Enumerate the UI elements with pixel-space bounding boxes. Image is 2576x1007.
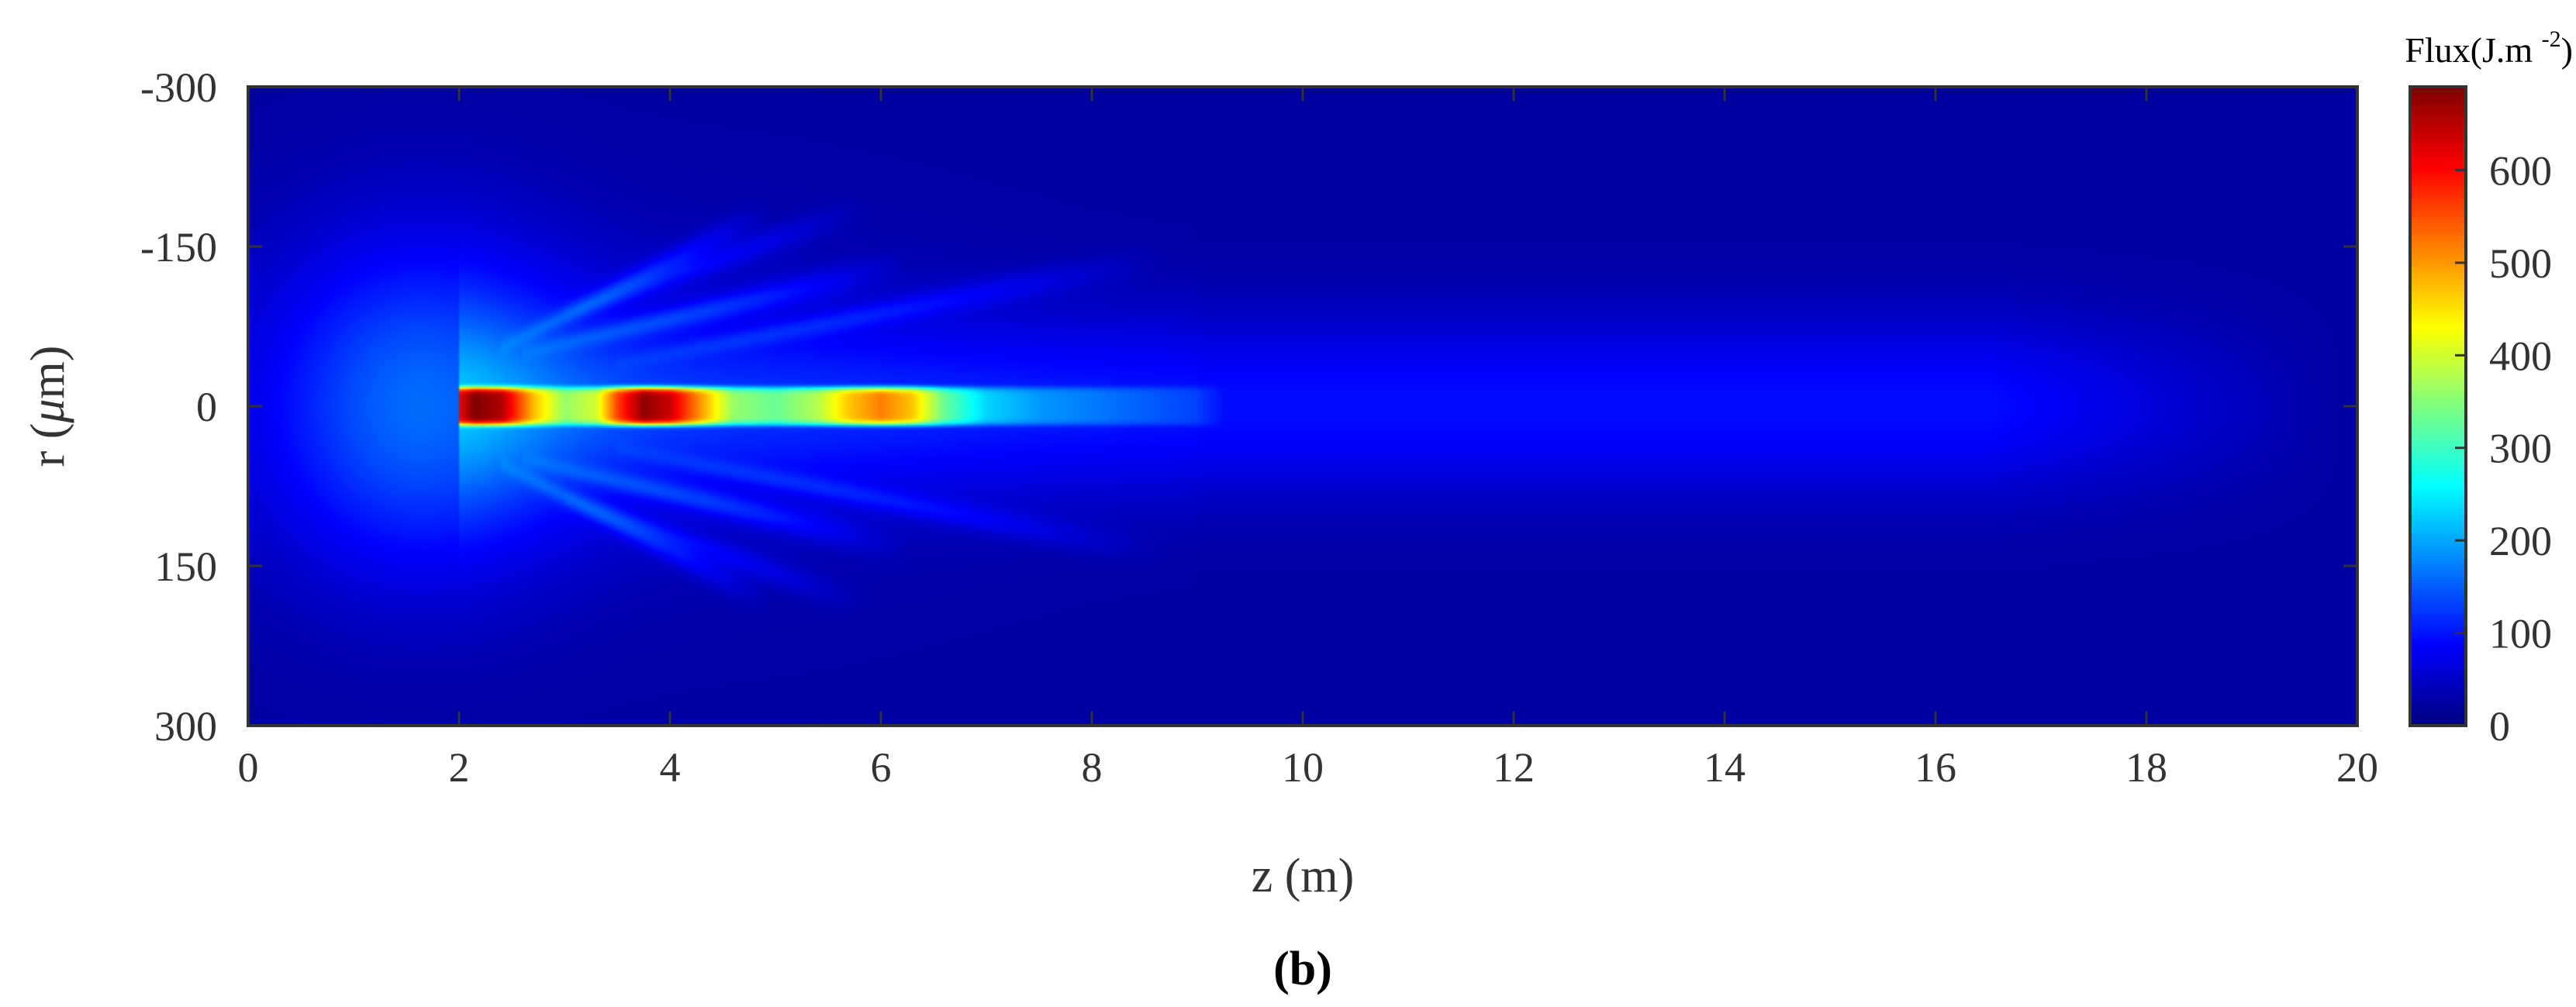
- colorbar-tick-label: 100: [2489, 611, 2552, 657]
- x-tick-label: 16: [1915, 744, 1956, 791]
- colorbar-title: Flux(J.m -2): [2405, 26, 2573, 70]
- panel-label: (b): [1273, 943, 1332, 995]
- x-tick-label: 20: [2336, 744, 2378, 791]
- y-tick-label: -300: [140, 64, 217, 111]
- plot-area: 0 2 4 6 8 10 12 14 16 18 20 -300 -150 0 150 300: [140, 64, 2378, 791]
- colorbar-tick-label: 0: [2489, 703, 2510, 750]
- x-tick-label: 18: [2125, 744, 2167, 791]
- colorbar-frame: [2409, 85, 2467, 727]
- colorbar-gradient: [2410, 87, 2466, 726]
- x-tick-label: 14: [1704, 744, 1746, 791]
- y-tick-label: -150: [140, 224, 217, 271]
- y-axis-label: r (μm): [22, 346, 74, 467]
- colorbar-tick-label: 600: [2489, 147, 2552, 194]
- y-tick-label: 150: [154, 543, 217, 590]
- colorbar-tick-label: 300: [2489, 426, 2552, 472]
- colorbar-tick-label: 500: [2489, 240, 2552, 287]
- colorbar-tick-label: 400: [2489, 333, 2552, 379]
- y-tick-label: 300: [154, 703, 217, 750]
- x-axis-ticks: 0 2 4 6 8 10 12 14 16 18 20: [238, 87, 2378, 791]
- x-tick-label: 6: [871, 744, 892, 791]
- x-tick-label: 0: [238, 744, 259, 791]
- x-axis-label: z (m): [1252, 850, 1355, 902]
- colorbar-ticks: 0 100 200 300 400 500 600: [2455, 147, 2552, 750]
- x-tick-label: 12: [1493, 744, 1535, 791]
- y-axis-ticks: -300 -150 0 150 300: [140, 64, 2357, 750]
- colorbar: 0 100 200 300 400 500 600 Flux(J.m -2): [2405, 26, 2573, 750]
- x-tick-label: 2: [449, 744, 470, 791]
- flux-heatmap: [248, 87, 2357, 726]
- x-tick-label: 10: [1282, 744, 1324, 791]
- colorbar-tick-label: 200: [2489, 518, 2552, 564]
- y-tick-label: 0: [196, 384, 217, 430]
- x-tick-label: 8: [1082, 744, 1103, 791]
- x-tick-label: 4: [660, 744, 681, 791]
